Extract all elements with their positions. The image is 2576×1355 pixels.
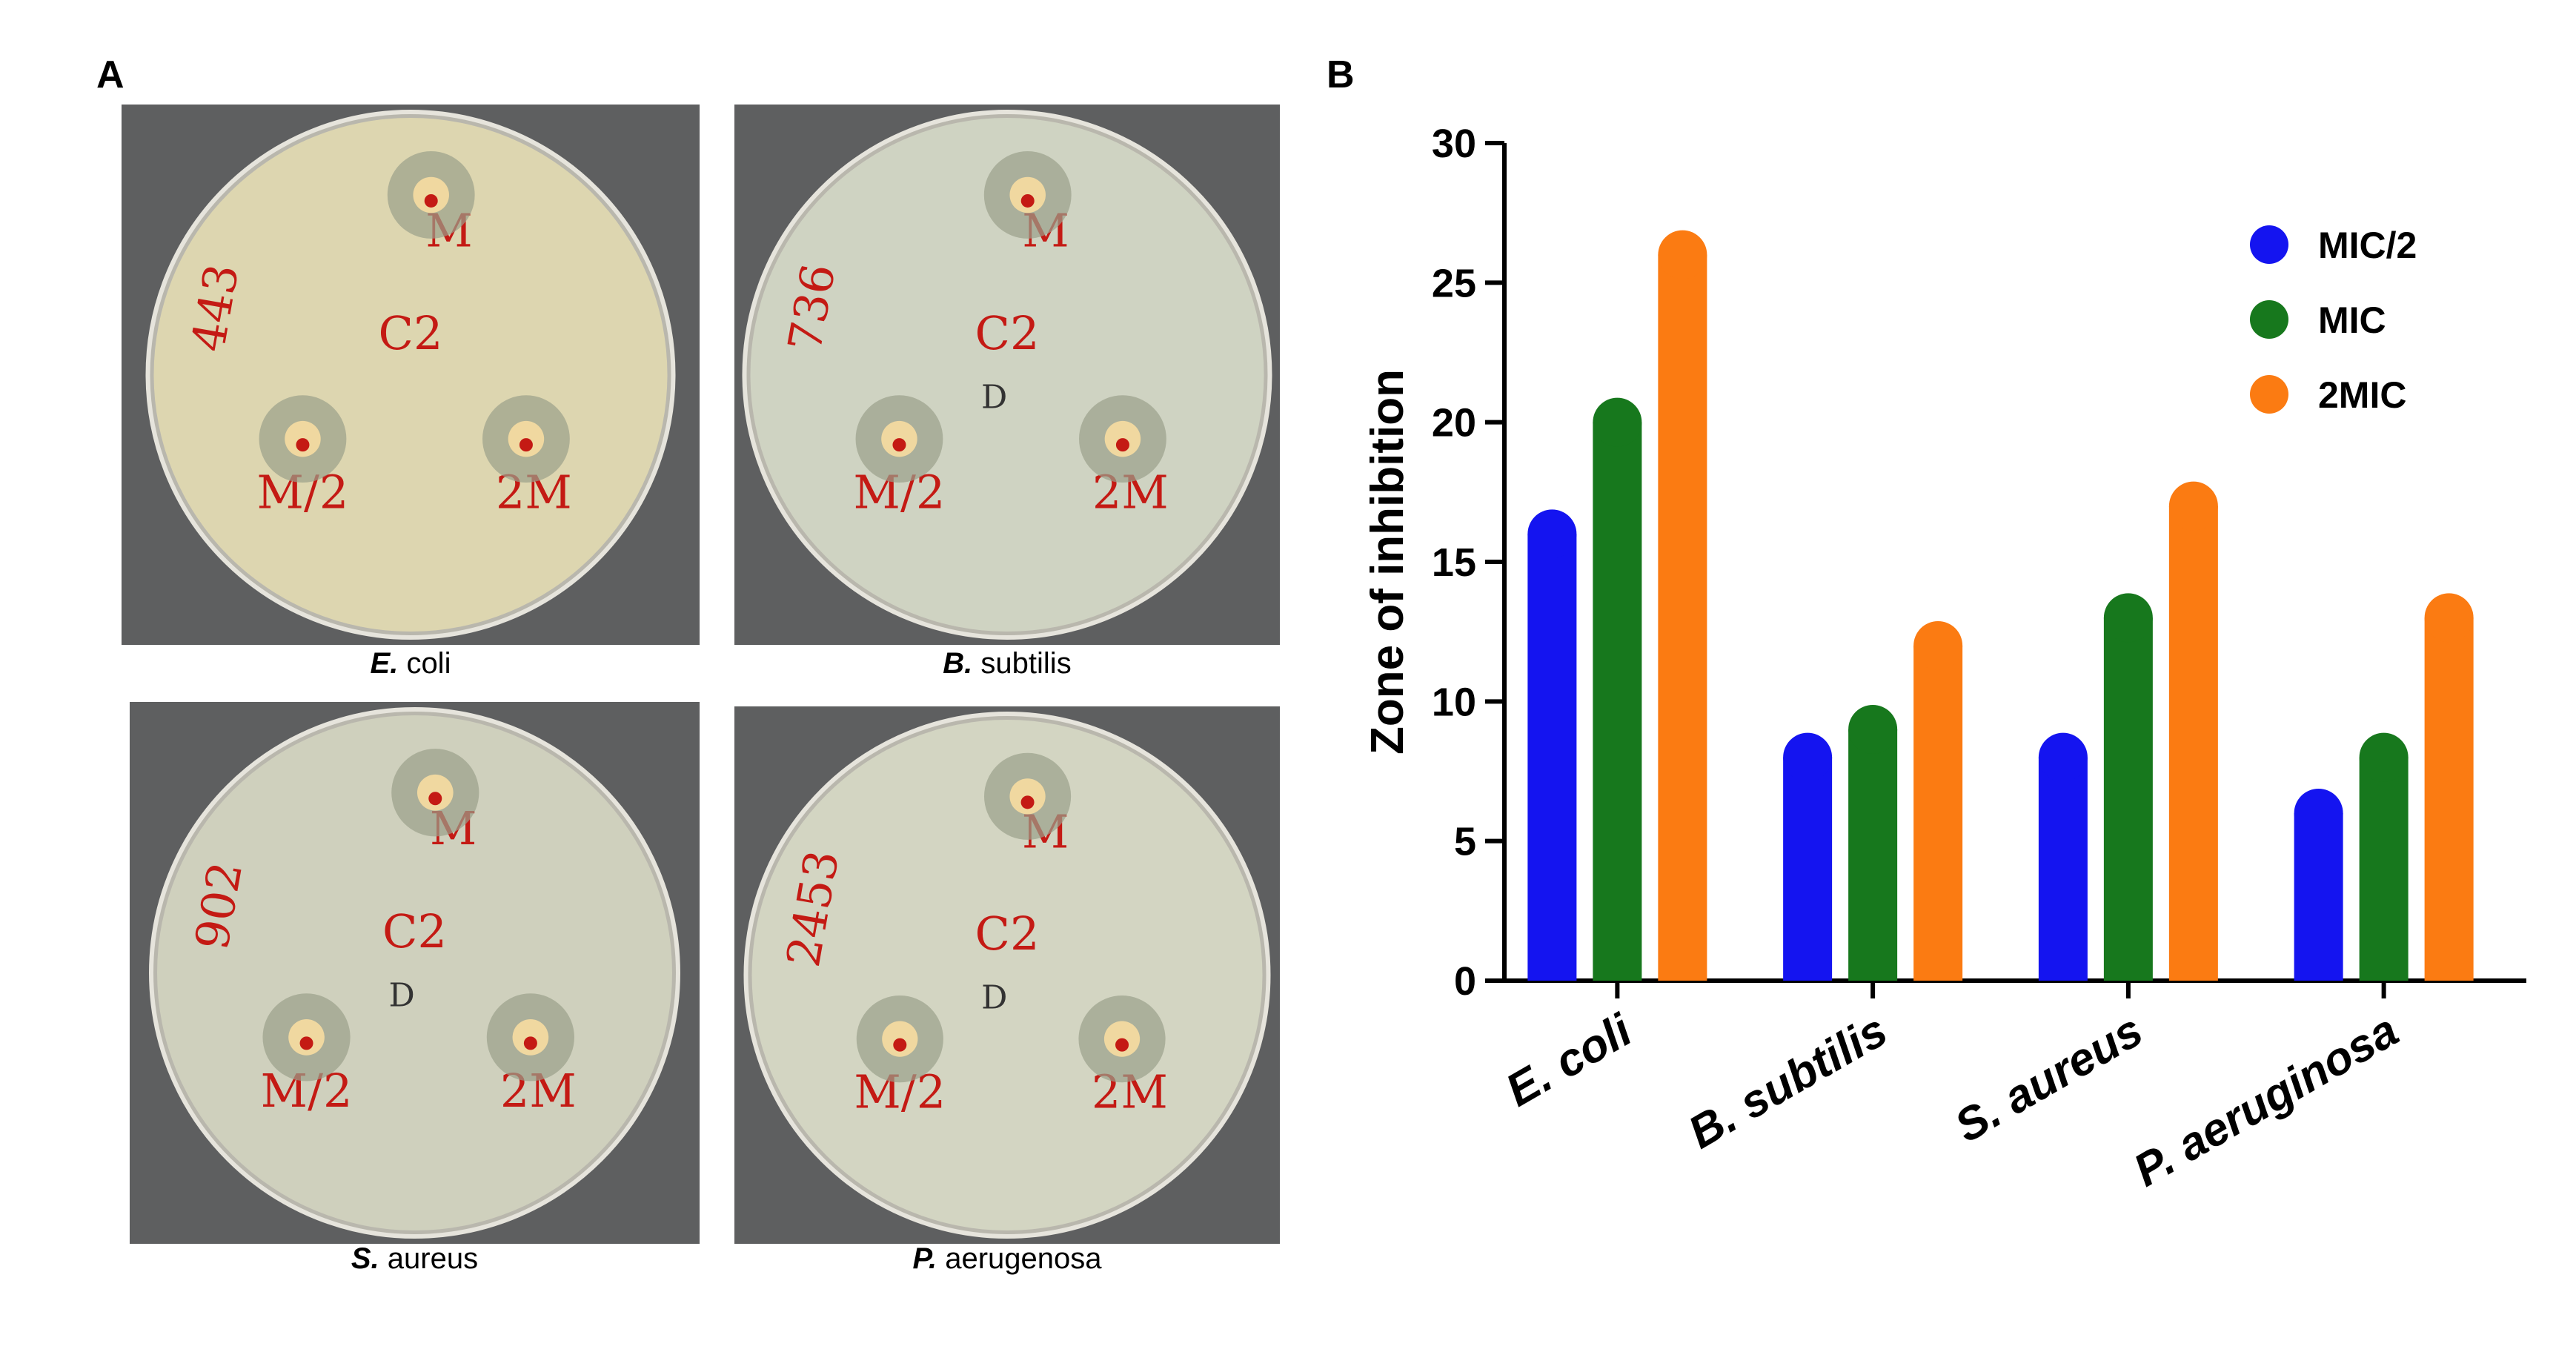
y-tick-label: 10	[1432, 680, 1476, 724]
y-tick-label: 20	[1432, 401, 1476, 445]
caption-species: coli	[406, 647, 451, 680]
dot	[892, 438, 906, 452]
bar	[2168, 506, 2218, 981]
petri-plate	[153, 118, 668, 632]
dot	[1020, 795, 1035, 809]
bar-cap	[1848, 705, 1898, 754]
x-tick-label: E. coli	[1498, 1004, 1641, 1116]
plate-mark: C2	[382, 904, 447, 958]
legend-label: MIC	[2318, 299, 2386, 341]
bar	[1593, 422, 1642, 981]
dot	[1020, 193, 1035, 208]
plate-caption: P. aerugenosa	[912, 1242, 1102, 1275]
y-tick-label: 5	[1454, 820, 1476, 864]
bar	[1913, 646, 1963, 981]
plate-mark: C2	[379, 306, 443, 360]
bar	[2103, 617, 2153, 981]
dot	[1115, 438, 1129, 452]
petri-plate	[157, 715, 672, 1230]
plate-caption: S. aureus	[351, 1242, 478, 1275]
dot	[296, 438, 310, 452]
caption-genus: E.	[371, 647, 399, 680]
x-tick-label: P. aeruginosa	[2125, 1004, 2407, 1196]
dot	[428, 792, 442, 806]
bar	[1848, 729, 1898, 981]
legend-swatch	[2250, 225, 2288, 264]
dot	[424, 193, 438, 208]
plate-mark: C2	[975, 907, 1040, 961]
bar-cap	[2168, 481, 2218, 531]
y-tick-label: 0	[1454, 959, 1476, 1004]
bar	[1527, 534, 1577, 981]
plate-mark: C2	[975, 306, 1040, 360]
bar-cap	[1527, 509, 1577, 559]
bar-cap	[1593, 397, 1642, 447]
legend-swatch	[2250, 300, 2288, 339]
plate-mark: D	[388, 977, 414, 1015]
dot	[519, 438, 533, 452]
plate-mark: D	[981, 379, 1007, 417]
legend-label: MIC/2	[2318, 225, 2417, 266]
bar-cap	[2359, 732, 2409, 782]
caption-species: subtilis	[980, 647, 1071, 680]
bar-cap	[2294, 789, 2343, 838]
bar	[2359, 757, 2409, 981]
bar-cap	[2038, 732, 2088, 782]
bar-cap	[1658, 230, 1707, 279]
plate-caption: E. coli	[371, 647, 451, 680]
panel-label: B	[1327, 53, 1355, 96]
bar-cap	[1913, 621, 1963, 670]
y-axis-title: Zone of inhibition	[1362, 369, 1413, 755]
bar-cap	[1783, 732, 1833, 782]
bar-cap	[2103, 593, 2153, 643]
caption-species: aerugenosa	[945, 1242, 1102, 1275]
x-tick-label: S. aureus	[1947, 1004, 2151, 1152]
legend-swatch	[2250, 375, 2288, 414]
x-tick-label: B. subtilis	[1680, 1004, 1896, 1159]
petri-plate	[751, 720, 1263, 1230]
bar	[2038, 757, 2088, 981]
plate-caption: B. subtilis	[943, 647, 1071, 680]
bar	[2294, 813, 2343, 981]
dot	[1115, 1038, 1129, 1052]
panel-label: A	[96, 53, 125, 96]
caption-species: aureus	[388, 1242, 478, 1275]
bar	[1783, 757, 1833, 981]
y-tick-label: 30	[1432, 122, 1476, 166]
petri-plate	[750, 118, 1264, 632]
bar	[1658, 254, 1707, 981]
caption-genus: B.	[943, 647, 972, 680]
dot	[523, 1036, 537, 1050]
y-tick-label: 15	[1432, 540, 1476, 585]
legend-label: 2MIC	[2318, 374, 2406, 416]
dot	[299, 1036, 313, 1050]
bar-cap	[2424, 593, 2474, 643]
dot	[893, 1038, 907, 1052]
caption-genus: P.	[912, 1242, 937, 1275]
y-tick-label: 25	[1432, 261, 1476, 305]
caption-genus: S.	[351, 1242, 379, 1275]
plate-mark: D	[981, 978, 1007, 1016]
bar	[2424, 617, 2474, 981]
